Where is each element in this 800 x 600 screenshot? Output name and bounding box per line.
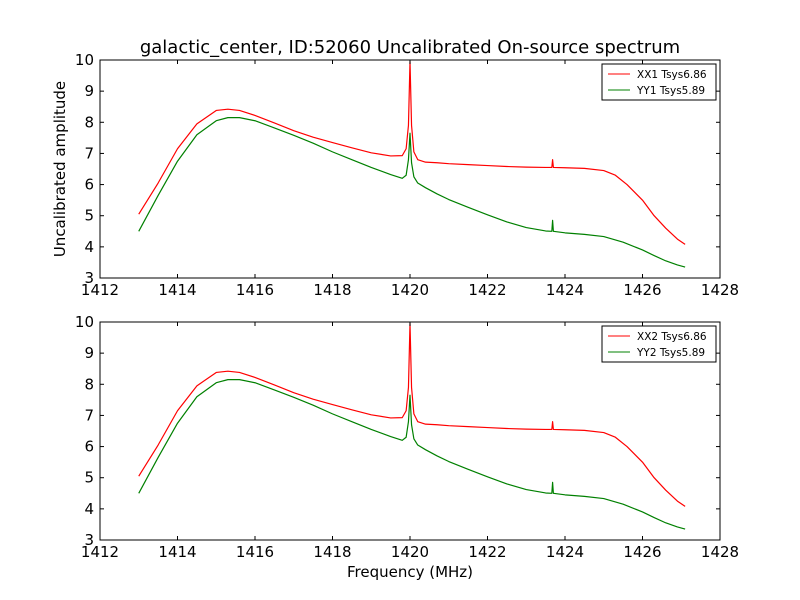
top-panel-y-tick-label: 8 <box>84 113 94 131</box>
bottom-panel-y-tick-label: 4 <box>84 500 94 518</box>
top-panel-x-tick-label: 1422 <box>468 281 506 299</box>
bottom-panel-y-tick-label: 8 <box>84 375 94 393</box>
bottom-panel-ticks: 1412 1414 1416 1418 1420 1422 1424 1426 1428 3 4 5 6… <box>75 313 739 561</box>
bottom-panel-x-tick-label: 1418 <box>313 543 351 561</box>
x-axis-label: Frequency (MHz) <box>347 563 473 581</box>
bottom-panel-x-tick-label: 1420 <box>391 543 429 561</box>
top-panel-y-tick-label: 4 <box>84 238 94 256</box>
top-panel-series-yy1-line <box>138 117 686 268</box>
bottom-panel-y-tick-label: 3 <box>84 531 94 549</box>
bottom-panel-y-tick-label: 5 <box>84 469 94 487</box>
top-panel-y-tick-label: 3 <box>84 269 94 287</box>
bottom-panel-legend-label-0: XX2 Tsys6.86 <box>637 331 707 343</box>
figure-title: galactic_center, ID:52060 Uncalibrated O… <box>140 37 680 58</box>
bottom-panel-x-tick-label: 1428 <box>701 543 739 561</box>
y-axis-label: Uncalibrated amplitude <box>51 81 69 257</box>
bottom-panel-y-tick-label: 10 <box>75 313 94 331</box>
bottom-panel-x-tick-label: 1422 <box>468 543 506 561</box>
bottom-panel-y-tick-label: 6 <box>84 438 94 456</box>
top-panel-x-tick-label: 1426 <box>623 281 661 299</box>
bottom-panel-series-xx2-line <box>138 322 686 507</box>
bottom-panel-y-tick-label: 9 <box>84 344 94 362</box>
top-panel-legend: XX1 Tsys6.86 YY1 Tsys5.89 <box>601 63 717 101</box>
bottom-panel-x-tick-label: 1414 <box>158 543 196 561</box>
top-panel-legend-label-0: XX1 Tsys6.86 <box>637 69 707 81</box>
top-panel-legend-label-1: YY1 Tsys5.89 <box>636 85 705 97</box>
top-panel-x-tick-label: 1414 <box>158 281 196 299</box>
top-panel-y-tick-label: 10 <box>75 51 94 69</box>
bottom-panel-legend-label-1: YY2 Tsys5.89 <box>636 347 705 359</box>
top-panel-series-xx1-line <box>138 60 686 245</box>
top-panel-x-tick-label: 1416 <box>236 281 274 299</box>
bottom-panel-legend: XX2 Tsys6.86 YY2 Tsys5.89 <box>601 325 717 363</box>
top-panel-x-tick-label: 1424 <box>546 281 584 299</box>
bottom-panel-series-yy2-line <box>138 379 686 530</box>
top-panel-x-tick-label: 1420 <box>391 281 429 299</box>
top-panel-legend-box <box>601 63 717 101</box>
top-panel-y-tick-label: 5 <box>84 207 94 225</box>
bottom-panel-x-tick-label: 1412 <box>81 543 119 561</box>
bottom-panel-x-tick-label: 1426 <box>623 543 661 561</box>
bottom-panel-y-tick-label: 7 <box>84 406 94 424</box>
bottom-panel-x-tick-label: 1424 <box>546 543 584 561</box>
bottom-panel-x-tick-label: 1416 <box>236 543 274 561</box>
top-panel-y-tick-label: 7 <box>84 144 94 162</box>
top-panel: 1412 1414 1416 1418 1420 1422 1424 1426 1428 3 4 5 6… <box>75 51 739 299</box>
top-panel-y-tick-label: 9 <box>84 82 94 100</box>
top-panel-ticks: 1412 1414 1416 1418 1420 1422 1424 1426 1428 3 4 5 6… <box>75 51 739 299</box>
bottom-panel-series-layer <box>138 322 686 530</box>
top-panel-x-tick-label: 1428 <box>701 281 739 299</box>
top-panel-x-tick-label: 1412 <box>81 281 119 299</box>
top-panel-series-layer <box>138 60 686 268</box>
top-panel-y-tick-label: 6 <box>84 176 94 194</box>
bottom-panel-legend-box <box>601 325 717 363</box>
top-panel-x-tick-label: 1418 <box>313 281 351 299</box>
bottom-panel: 1412 1414 1416 1418 1420 1422 1424 1426 1428 3 4 5 6… <box>75 313 739 561</box>
